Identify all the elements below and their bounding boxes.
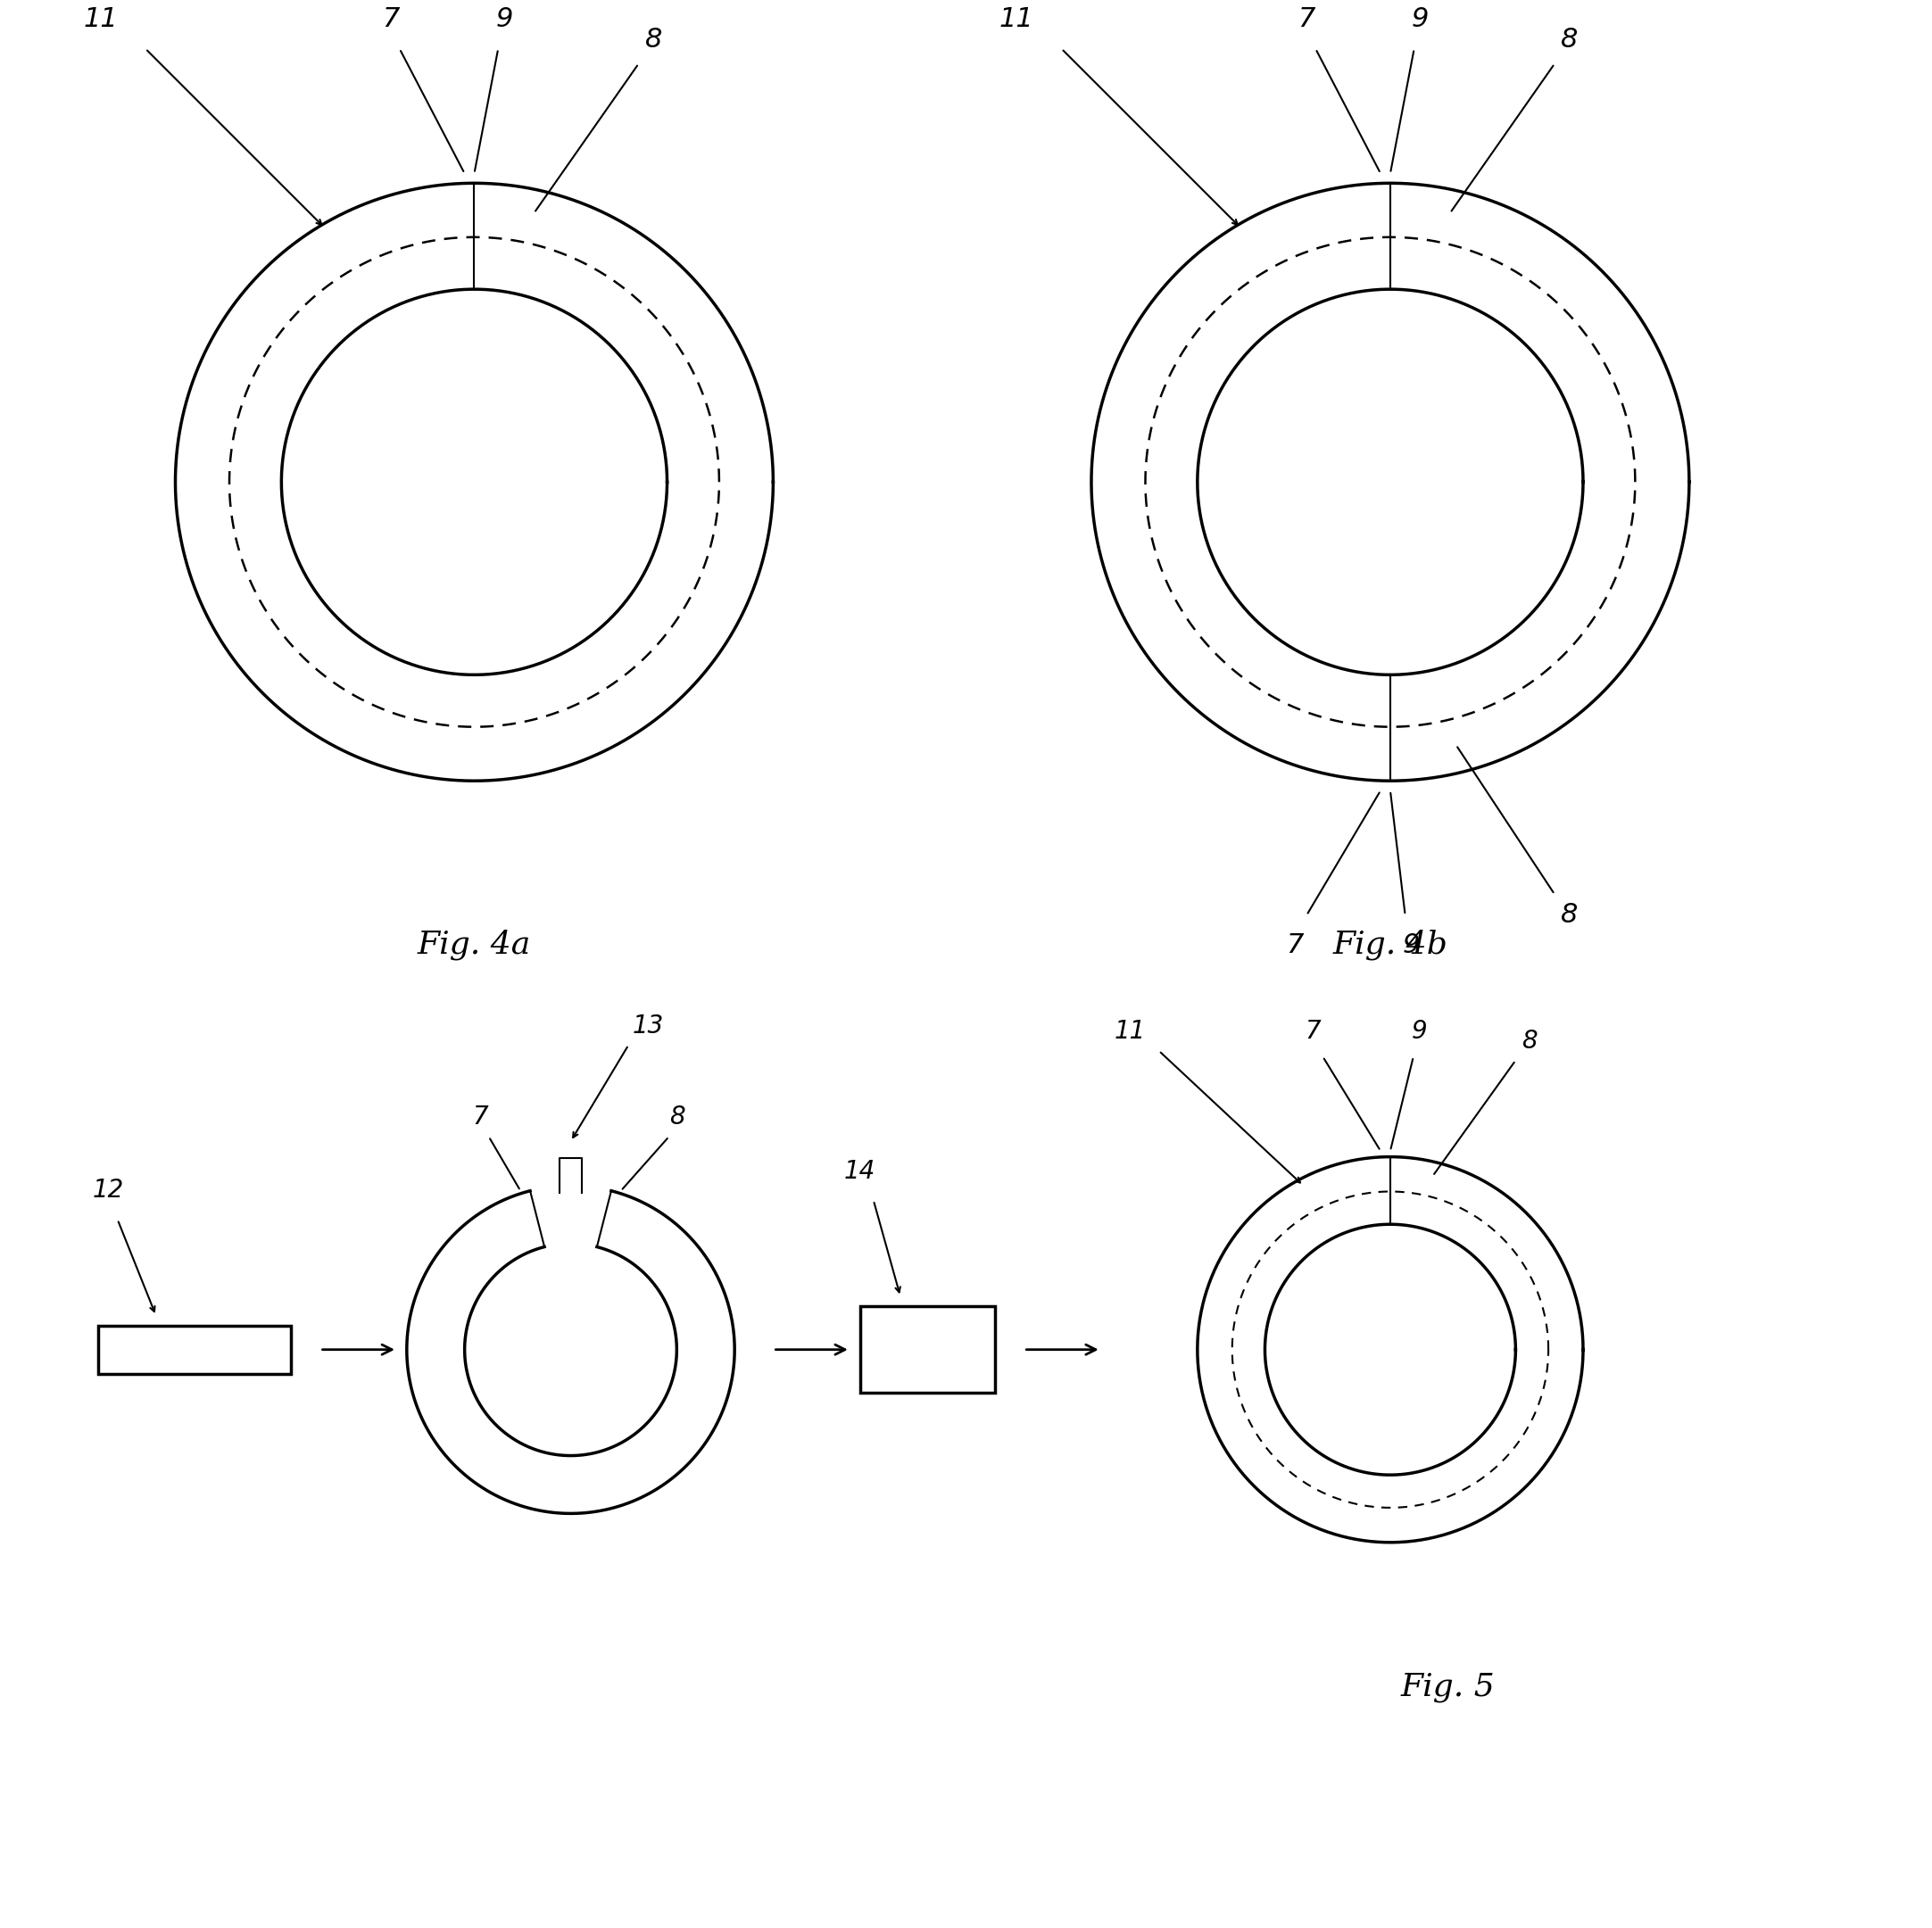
Text: 9: 9 [495,6,512,31]
Text: 13: 13 [632,1014,663,1037]
Text: Fig. 4b: Fig. 4b [1333,929,1447,960]
Text: 8: 8 [645,27,663,52]
Text: 9: 9 [1410,1020,1428,1043]
Text: 8: 8 [1561,27,1578,52]
Text: 7: 7 [1287,933,1304,958]
Text: 7: 7 [1298,6,1316,31]
Text: 9: 9 [1403,933,1420,958]
Text: 11: 11 [1115,1020,1146,1043]
Text: 8: 8 [668,1105,686,1130]
FancyBboxPatch shape [99,1326,292,1373]
Text: 9: 9 [1412,6,1430,31]
Text: 8: 8 [1561,902,1578,927]
FancyBboxPatch shape [860,1307,995,1392]
Text: 7: 7 [383,6,400,31]
Text: Fig. 4a: Fig. 4a [417,929,531,960]
Text: Fig. 5: Fig. 5 [1401,1672,1495,1702]
Text: 14: 14 [844,1159,875,1184]
Text: 8: 8 [1520,1030,1538,1053]
Text: 7: 7 [1306,1020,1321,1043]
Text: 11: 11 [999,6,1034,31]
Text: 12: 12 [93,1178,124,1203]
Text: 11: 11 [83,6,118,31]
Text: 7: 7 [473,1105,489,1130]
